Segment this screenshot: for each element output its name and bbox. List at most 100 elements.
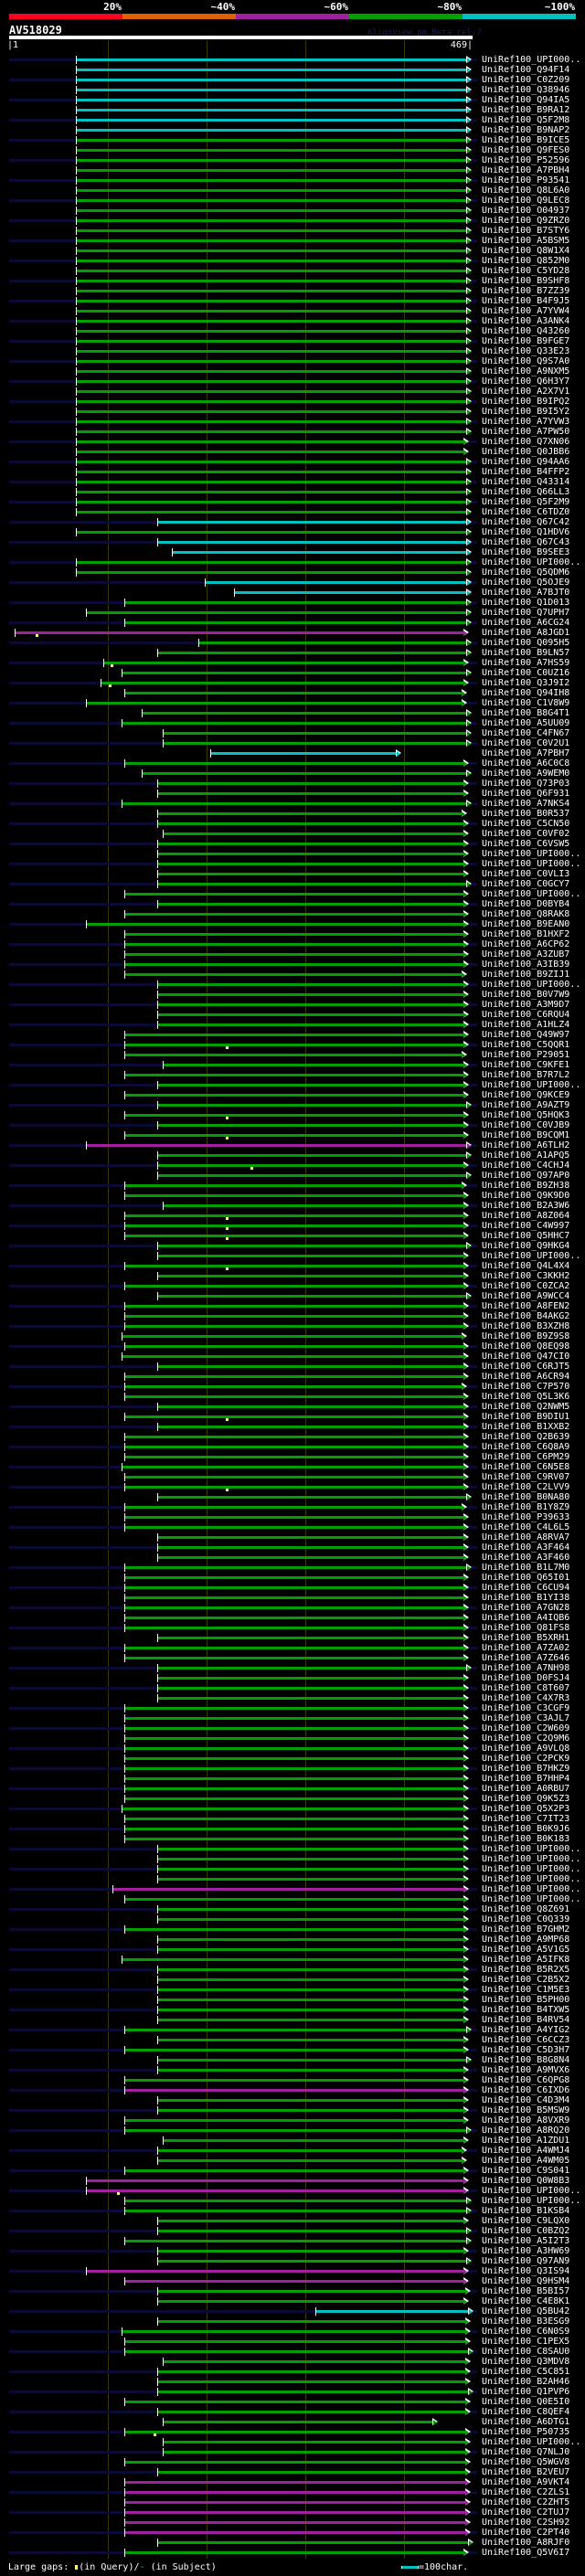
subject-label-link[interactable]: UniRef100_A5BSM5 <box>482 236 570 246</box>
alignment-row[interactable]: UniRef100_UPI000.. <box>0 2437 585 2447</box>
alignment-row[interactable]: UniRef100_Q6H3Y7 <box>0 376 585 387</box>
alignment-row[interactable]: UniRef100_A4WMJ4 <box>0 2146 585 2156</box>
alignment-row[interactable]: UniRef100_A6CP62 <box>0 939 585 949</box>
alignment-row[interactable]: UniRef100_B4TXW5 <box>0 2005 585 2015</box>
subject-label-link[interactable]: UniRef100_C9LQX0 <box>482 2216 570 2226</box>
subject-label-link[interactable]: UniRef100_Q8Z691 <box>482 1904 570 1914</box>
alignment-row[interactable]: UniRef100_A7NH98 <box>0 1663 585 1673</box>
subject-label-link[interactable]: UniRef100_C6RQU4 <box>482 1010 570 1020</box>
alignment-row[interactable]: UniRef100_B9SHF8 <box>0 276 585 286</box>
alignment-row[interactable]: UniRef100_B9IPQ2 <box>0 397 585 407</box>
subject-label-link[interactable]: UniRef100_B9I5Y2 <box>482 407 570 417</box>
subject-label-link[interactable]: UniRef100_C0ZCA2 <box>482 1281 570 1291</box>
alignment-row[interactable]: UniRef100_Q97AN9 <box>0 2256 585 2266</box>
subject-label-link[interactable]: UniRef100_Q5HQK3 <box>482 1110 570 1120</box>
subject-label-link[interactable]: UniRef100_A7PBH7 <box>482 748 570 758</box>
alignment-row[interactable]: UniRef100_Q2NWM5 <box>0 1402 585 1412</box>
subject-label-link[interactable]: UniRef100_B0V7W9 <box>482 990 570 1000</box>
subject-label-link[interactable]: UniRef100_C6N0S9 <box>482 2327 570 2337</box>
subject-label-link[interactable]: UniRef100_A4WMJ4 <box>482 2146 570 2156</box>
alignment-row[interactable]: UniRef100_A7BJT0 <box>0 588 585 598</box>
alignment-row[interactable]: UniRef100_Q8L6A0 <box>0 186 585 196</box>
alignment-row[interactable]: UniRef100_B0R537 <box>0 809 585 819</box>
subject-label-link[interactable]: UniRef100_C6QPG8 <box>482 2075 570 2085</box>
subject-label-link[interactable]: UniRef100_Q94IH8 <box>482 688 570 698</box>
alignment-row[interactable]: UniRef100_C0ZCA2 <box>0 1281 585 1291</box>
alignment-row[interactable]: UniRef100_B7HKZ9 <box>0 1764 585 1774</box>
subject-label-link[interactable]: UniRef100_C8QEF4 <box>482 2407 570 2417</box>
alignment-row[interactable]: UniRef100_C8SAU0 <box>0 2347 585 2357</box>
subject-label-link[interactable]: UniRef100_C2PT40 <box>482 2528 570 2538</box>
subject-label-link[interactable]: UniRef100_C4E8K1 <box>482 2296 570 2306</box>
subject-label-link[interactable]: UniRef100_C0VF02 <box>482 829 570 839</box>
subject-label-link[interactable]: UniRef100_A5I2T3 <box>482 2236 570 2246</box>
alignment-row[interactable]: UniRef100_B0K9J6 <box>0 1824 585 1834</box>
alignment-row[interactable]: UniRef100_A4IQB6 <box>0 1613 585 1623</box>
subject-label-link[interactable]: UniRef100_C6PM29 <box>482 1452 570 1462</box>
subject-label-link[interactable]: UniRef100_Q5F2M9 <box>482 497 570 507</box>
subject-label-link[interactable]: UniRef100_A8VXR9 <box>482 2115 570 2125</box>
subject-label-link[interactable]: UniRef100_B0NA80 <box>482 1492 570 1502</box>
subject-label-link[interactable]: UniRef100_Q94IA5 <box>482 95 570 105</box>
subject-label-link[interactable]: UniRef100_A6CP62 <box>482 939 570 949</box>
subject-label-link[interactable]: UniRef100_B5BI57 <box>482 2286 570 2296</box>
alignment-row[interactable]: UniRef100_UPI000.. <box>0 859 585 869</box>
alignment-row[interactable]: UniRef100_Q0JBB6 <box>0 447 585 457</box>
alignment-row[interactable]: UniRef100_A3IB39 <box>0 959 585 970</box>
alignment-row[interactable]: UniRef100_Q9FES0 <box>0 145 585 155</box>
subject-label-link[interactable]: UniRef100_C8T607 <box>482 1683 570 1693</box>
alignment-row[interactable]: UniRef100_B8G8N4 <box>0 2055 585 2065</box>
alignment-row[interactable]: UniRef100_Q97AP0 <box>0 1171 585 1181</box>
subject-label-link[interactable]: UniRef100_C9S041 <box>482 2166 570 2176</box>
alignment-row[interactable]: UniRef100_B4F9J5 <box>0 296 585 306</box>
subject-label-link[interactable]: UniRef100_B1KSB4 <box>482 2206 570 2216</box>
alignment-row[interactable]: UniRef100_C6IXD6 <box>0 2085 585 2095</box>
subject-label-link[interactable]: UniRef100_A6TLH2 <box>482 1140 570 1150</box>
subject-label-link[interactable]: UniRef100_Q67C43 <box>482 537 570 547</box>
subject-label-link[interactable]: UniRef100_Q6H3Y7 <box>482 376 570 387</box>
subject-label-link[interactable]: UniRef100_A5V1G5 <box>482 1945 570 1955</box>
alignment-row[interactable]: UniRef100_UPI000.. <box>0 980 585 990</box>
subject-label-link[interactable]: UniRef100_B9Z9S8 <box>482 1331 570 1341</box>
alignment-row[interactable]: UniRef100_C2SH92 <box>0 2518 585 2528</box>
subject-label-link[interactable]: UniRef100_A7PW50 <box>482 427 570 437</box>
subject-label-link[interactable]: UniRef100_C0BZQ2 <box>482 2226 570 2236</box>
subject-label-link[interactable]: UniRef100_C7P570 <box>482 1382 570 1392</box>
subject-label-link[interactable]: UniRef100_A9NXM5 <box>482 366 570 376</box>
alignment-row[interactable]: UniRef100_B3XZH8 <box>0 1321 585 1331</box>
alignment-row[interactable]: UniRef100_Q0E5I0 <box>0 2397 585 2407</box>
subject-label-link[interactable]: UniRef100_B7HKZ9 <box>482 1764 570 1774</box>
subject-label-link[interactable]: UniRef100_B5MSW9 <box>482 2105 570 2115</box>
subject-label-link[interactable]: UniRef100_C6IXD6 <box>482 2085 570 2095</box>
subject-label-link[interactable]: UniRef100_Q9HKG4 <box>482 1241 570 1251</box>
subject-label-link[interactable]: UniRef100_Q67C42 <box>482 517 570 527</box>
subject-label-link[interactable]: UniRef100_C0VLI3 <box>482 869 570 879</box>
subject-label-link[interactable]: UniRef100_C5YD28 <box>482 266 570 276</box>
subject-label-link[interactable]: UniRef100_Q9S7A0 <box>482 356 570 366</box>
subject-label-link[interactable]: UniRef100_UPI000.. <box>482 1080 581 1090</box>
alignment-row[interactable]: UniRef100_C2TUJ7 <box>0 2507 585 2518</box>
subject-label-link[interactable]: UniRef100_Q81FS8 <box>482 1623 570 1633</box>
alignment-row[interactable]: UniRef100_A0RBU7 <box>0 1784 585 1794</box>
subject-label-link[interactable]: UniRef100_C5QQR1 <box>482 1040 570 1050</box>
subject-label-link[interactable]: UniRef100_B1XXB2 <box>482 1422 570 1432</box>
alignment-row[interactable]: UniRef100_B4RV54 <box>0 2015 585 2025</box>
alignment-row[interactable]: UniRef100_B1Y8Z9 <box>0 1502 585 1512</box>
alignment-row[interactable]: UniRef100_B1L7M0 <box>0 1563 585 1573</box>
alignment-row[interactable]: UniRef100_Q0W8B3 <box>0 2176 585 2186</box>
subject-label-link[interactable]: UniRef100_A3ANK4 <box>482 316 570 326</box>
alignment-row[interactable]: UniRef100_UPI000.. <box>0 1884 585 1894</box>
subject-label-link[interactable]: UniRef100_UPI000.. <box>482 557 581 567</box>
subject-label-link[interactable]: UniRef100_B8G8N4 <box>482 2055 570 2065</box>
alignment-row[interactable]: UniRef100_A7ZA02 <box>0 1643 585 1653</box>
subject-label-link[interactable]: UniRef100_C3KKH2 <box>482 1271 570 1281</box>
alignment-row[interactable]: UniRef100_Q7NLJ0 <box>0 2447 585 2457</box>
subject-label-link[interactable]: UniRef100_B4RV54 <box>482 2015 570 2025</box>
alignment-row[interactable]: UniRef100_P50735 <box>0 2427 585 2437</box>
alignment-row[interactable]: UniRef100_A9VLQ8 <box>0 1744 585 1754</box>
alignment-row[interactable]: UniRef100_B9FGE7 <box>0 336 585 346</box>
alignment-row[interactable]: UniRef100_A6CG24 <box>0 618 585 628</box>
subject-label-link[interactable]: UniRef100_B9RA12 <box>482 105 570 115</box>
alignment-row[interactable]: UniRef100_Q65I01 <box>0 1573 585 1583</box>
subject-label-link[interactable]: UniRef100_B9LN57 <box>482 648 570 658</box>
